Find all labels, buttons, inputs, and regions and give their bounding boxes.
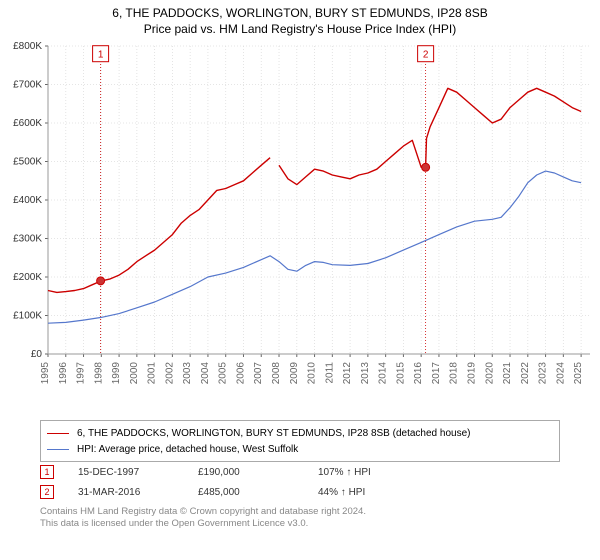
svg-text:2007: 2007	[253, 362, 264, 385]
transaction-delta-2: 44% ↑ HPI	[318, 487, 458, 498]
svg-text:2: 2	[423, 50, 429, 61]
svg-text:2012: 2012	[342, 362, 353, 385]
svg-text:2003: 2003	[182, 362, 193, 385]
transaction-row-1: 1 15-DEC-1997 £190,000 107% ↑ HPI	[40, 462, 560, 482]
attribution-text: Contains HM Land Registry data © Crown c…	[40, 506, 570, 531]
svg-text:2001: 2001	[147, 362, 158, 385]
svg-text:1999: 1999	[111, 362, 122, 385]
svg-text:£600K: £600K	[13, 118, 42, 129]
svg-text:2022: 2022	[520, 362, 531, 385]
svg-text:2011: 2011	[324, 362, 335, 384]
svg-text:£300K: £300K	[13, 234, 42, 245]
svg-text:2021: 2021	[502, 362, 513, 385]
title-line-1: 6, THE PADDOCKS, WORLINGTON, BURY ST EDM…	[0, 0, 600, 20]
transaction-row-2: 2 31-MAR-2016 £485,000 44% ↑ HPI	[40, 482, 560, 502]
svg-text:2002: 2002	[164, 362, 175, 385]
svg-text:2015: 2015	[395, 362, 406, 385]
chart-svg: £0 £100K £200K £300K £400K £500K £600K £700K £80…	[0, 40, 600, 410]
svg-text:£500K: £500K	[13, 157, 42, 168]
svg-text:1996: 1996	[58, 362, 69, 385]
svg-text:2000: 2000	[129, 362, 140, 385]
svg-text:2020: 2020	[484, 362, 495, 385]
transaction-delta-1: 107% ↑ HPI	[318, 467, 458, 478]
svg-text:2005: 2005	[218, 362, 229, 385]
attribution-line-1: Contains HM Land Registry data © Crown c…	[40, 506, 570, 518]
attribution-line-2: This data is licensed under the Open Gov…	[40, 518, 570, 530]
svg-text:£200K: £200K	[13, 272, 42, 283]
chart-area: £0 £100K £200K £300K £400K £500K £600K £700K £80…	[0, 40, 600, 410]
legend-text-2: HPI: Average price, detached house, West…	[77, 444, 298, 455]
svg-text:2016: 2016	[413, 362, 424, 385]
svg-text:£800K: £800K	[13, 41, 42, 52]
svg-text:2014: 2014	[378, 362, 389, 385]
svg-text:2018: 2018	[449, 362, 460, 385]
transaction-date-1: 15-DEC-1997	[78, 467, 198, 478]
legend-swatch-1	[47, 433, 69, 434]
transaction-date-2: 31-MAR-2016	[78, 487, 198, 498]
svg-text:2009: 2009	[289, 362, 300, 385]
transaction-badge-2: 2	[40, 485, 54, 499]
svg-text:2019: 2019	[466, 362, 477, 385]
svg-text:1995: 1995	[40, 362, 51, 385]
svg-text:2008: 2008	[271, 362, 282, 385]
title-line-2: Price paid vs. HM Land Registry's House …	[0, 20, 600, 36]
svg-text:1997: 1997	[76, 362, 87, 385]
svg-text:2024: 2024	[555, 362, 566, 385]
legend-swatch-2	[47, 449, 69, 450]
svg-text:2010: 2010	[307, 362, 318, 385]
svg-text:£700K: £700K	[13, 80, 42, 91]
chart-container: 6, THE PADDOCKS, WORLINGTON, BURY ST EDM…	[0, 0, 600, 560]
transaction-badge-1: 1	[40, 465, 54, 479]
svg-text:2013: 2013	[360, 362, 371, 385]
svg-text:£400K: £400K	[13, 195, 42, 206]
transaction-list: 1 15-DEC-1997 £190,000 107% ↑ HPI 2 31-M…	[40, 462, 560, 502]
legend-item-2: HPI: Average price, detached house, West…	[47, 441, 553, 457]
legend-box: 6, THE PADDOCKS, WORLINGTON, BURY ST EDM…	[40, 420, 560, 462]
svg-text:2025: 2025	[573, 362, 584, 385]
svg-text:£0: £0	[31, 349, 43, 360]
svg-text:2006: 2006	[235, 362, 246, 385]
svg-text:2017: 2017	[431, 362, 442, 385]
transaction-price-1: £190,000	[198, 467, 318, 478]
svg-text:1: 1	[98, 50, 104, 61]
legend-text-1: 6, THE PADDOCKS, WORLINGTON, BURY ST EDM…	[77, 428, 470, 439]
svg-text:1998: 1998	[93, 362, 104, 385]
transaction-price-2: £485,000	[198, 487, 318, 498]
svg-text:2023: 2023	[538, 362, 549, 385]
svg-text:2004: 2004	[200, 362, 211, 385]
svg-text:£100K: £100K	[13, 311, 42, 322]
legend-item-1: 6, THE PADDOCKS, WORLINGTON, BURY ST EDM…	[47, 425, 553, 441]
